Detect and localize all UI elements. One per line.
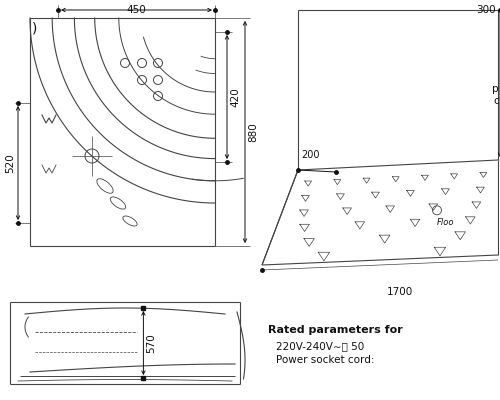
- Text: ): ): [32, 21, 38, 35]
- Text: 200: 200: [301, 150, 320, 160]
- Text: Rated parameters for: Rated parameters for: [268, 325, 403, 335]
- Text: 520: 520: [5, 153, 15, 173]
- Text: 420: 420: [230, 87, 240, 107]
- Text: 570: 570: [146, 333, 156, 353]
- Text: 300: 300: [476, 5, 496, 15]
- Text: Power socket cord:: Power socket cord:: [276, 355, 374, 365]
- Text: 220V-240V∼， 50: 220V-240V∼， 50: [276, 341, 364, 351]
- Text: 880: 880: [248, 122, 258, 142]
- Text: 1700: 1700: [387, 287, 413, 297]
- Text: p
c: p c: [492, 84, 499, 106]
- Text: 450: 450: [126, 5, 146, 15]
- Text: Floo: Floo: [436, 218, 454, 227]
